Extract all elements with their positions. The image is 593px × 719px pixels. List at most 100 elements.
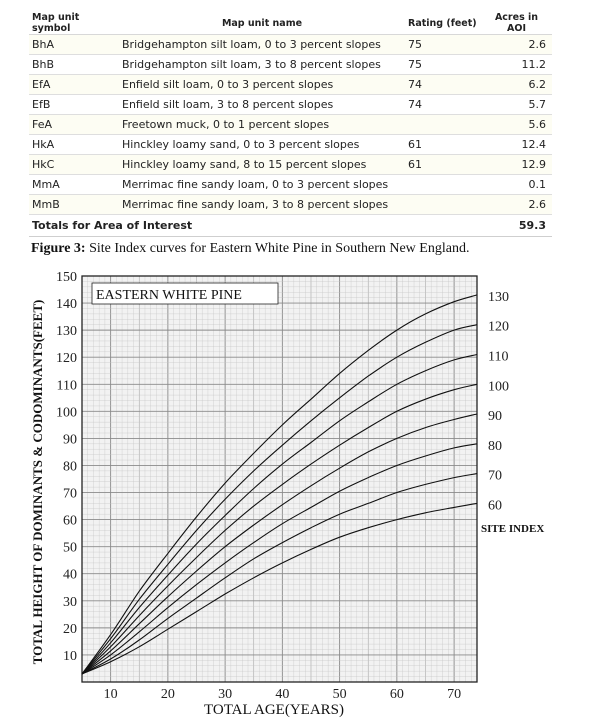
- cell-map-unit-symbol: HkA: [29, 134, 119, 155]
- cell-rating: [405, 194, 481, 215]
- header-map-unit-symbol: Map unit symbol: [29, 12, 119, 35]
- cell-map-unit-name: Merrimac fine sandy loam, 3 to 8 percent…: [119, 194, 405, 215]
- cell-map-unit-name: Freetown muck, 0 to 1 percent slopes: [119, 114, 405, 135]
- figure-caption-text: Site Index curves for Eastern White Pine…: [85, 241, 470, 256]
- cell-map-unit-symbol: FeA: [29, 114, 119, 135]
- figure-caption-label: Figure 3:: [31, 241, 86, 256]
- plot-area: [82, 276, 477, 682]
- cell-rating: 74: [405, 94, 481, 115]
- y-tick-label: 110: [57, 378, 77, 393]
- cell-map-unit-name: Merrimac fine sandy loam, 0 to 3 percent…: [119, 174, 405, 195]
- table-row: MmA Merrimac fine sandy loam, 0 to 3 perc…: [29, 174, 552, 195]
- y-tick-label: 20: [63, 622, 77, 637]
- cell-rating: [405, 114, 481, 135]
- site-index-curve-130: [81, 294, 478, 675]
- y-tick-label: 100: [56, 405, 77, 420]
- site-index-label: 70: [488, 469, 502, 484]
- x-tick-label: 70: [447, 687, 461, 702]
- table-row: MmB Merrimac fine sandy loam, 3 to 8 perc…: [29, 194, 552, 215]
- site-index-label: 80: [488, 439, 502, 454]
- table-row: EfA Enfield silt loam, 0 to 3 percent slo…: [29, 74, 552, 95]
- cell-acres: 6.2: [481, 74, 552, 95]
- site-index-curve-80: [81, 443, 478, 675]
- y-tick-label: 10: [63, 649, 77, 664]
- table-total-row: Totals for Area of Interest 59.3: [29, 214, 552, 237]
- site-index-label: 60: [488, 498, 502, 513]
- cell-map-unit-symbol: BhB: [29, 54, 119, 75]
- cell-map-unit-symbol: MmA: [29, 174, 119, 195]
- cell-map-unit-symbol: HkC: [29, 154, 119, 175]
- cell-acres: 12.9: [481, 154, 552, 175]
- cell-acres: 5.7: [481, 94, 552, 115]
- x-tick-label: 30: [218, 687, 232, 702]
- y-tick-label: 80: [63, 459, 77, 474]
- header-map-unit-name: Map unit name: [119, 12, 405, 35]
- y-tick-label: 50: [63, 541, 77, 556]
- cell-acres: 11.2: [481, 54, 552, 75]
- y-tick-label: 30: [63, 595, 77, 610]
- cell-rating: 61: [405, 134, 481, 155]
- plot-frame: [81, 275, 478, 683]
- table-row: BhA Bridgehampton silt loam, 0 to 3 perce…: [29, 34, 552, 55]
- table-body: BhA Bridgehampton silt loam, 0 to 3 perce…: [29, 34, 552, 215]
- cell-map-unit-symbol: MmB: [29, 194, 119, 215]
- site-index-label: 130: [488, 290, 509, 305]
- y-tick-label: 150: [56, 270, 77, 285]
- site-index-curve-110: [81, 353, 478, 675]
- cell-rating: 61: [405, 154, 481, 175]
- cell-rating: 75: [405, 54, 481, 75]
- table-row: EfB Enfield silt loam, 3 to 8 percent slo…: [29, 94, 552, 115]
- table-row: BhB Bridgehampton silt loam, 3 to 8 perce…: [29, 54, 552, 75]
- site-index-curve-60: [81, 502, 478, 675]
- site-index-curve-100: [81, 383, 478, 675]
- y-tick-label: 120: [56, 351, 77, 366]
- figure-caption: Figure 3: Site Index curves for Eastern …: [31, 241, 469, 257]
- cell-map-unit-name: Bridgehampton silt loam, 0 to 3 percent …: [119, 34, 405, 55]
- header-acres: Acres in AOI: [481, 12, 552, 35]
- cell-map-unit-symbol: EfA: [29, 74, 119, 95]
- y-tick-label: 60: [63, 514, 77, 529]
- y-tick-label: 70: [63, 487, 77, 502]
- table-row: FeA Freetown muck, 0 to 1 percent slopes 5…: [29, 114, 552, 135]
- cell-map-unit-symbol: BhA: [29, 34, 119, 55]
- chart-title-box: [91, 282, 279, 305]
- cell-map-unit-name: Hinckley loamy sand, 8 to 15 percent slo…: [119, 154, 405, 175]
- cell-acres: 5.6: [481, 114, 552, 135]
- soil-map-table: Map unit symbol Map unit name Rating (fe…: [29, 12, 552, 237]
- cell-map-unit-name: Bridgehampton silt loam, 3 to 8 percent …: [119, 54, 405, 75]
- cell-acres: 2.6: [481, 34, 552, 55]
- header-rating: Rating (feet): [405, 12, 481, 35]
- cell-acres: 0.1: [481, 174, 552, 195]
- y-tick-label: 140: [56, 297, 77, 312]
- table-header-row: Map unit symbol Map unit name Rating (fe…: [29, 12, 552, 35]
- site-index-label: 120: [488, 320, 509, 335]
- site-index-chart: 10 20 30 40 50 60 70 80 90 100 110 120 130 140 150 10 20…: [30, 270, 544, 718]
- x-axis-label: TOTAL AGE(YEARS): [204, 702, 344, 718]
- y-tick-label: 130: [56, 324, 77, 339]
- site-index-curve-90: [81, 413, 478, 675]
- cell-rating: [405, 174, 481, 195]
- x-tick-label: 50: [333, 687, 347, 702]
- total-acres: 59.3: [481, 214, 552, 237]
- y-axis-label: TOTAL HEIGHT OF DOMINANTS & CODOMINANTS(…: [30, 300, 45, 665]
- cell-rating: 75: [405, 34, 481, 55]
- x-tick-label: 20: [161, 687, 175, 702]
- cell-rating: 74: [405, 74, 481, 95]
- site-index-label: 110: [488, 349, 508, 364]
- table-row: HkC Hinckley loamy sand, 8 to 15 percent …: [29, 154, 552, 175]
- x-tick-label: 40: [275, 687, 289, 702]
- site-index-curve-70: [81, 473, 478, 675]
- x-tick-label: 60: [390, 687, 404, 702]
- cell-acres: 2.6: [481, 194, 552, 215]
- cell-acres: 12.4: [481, 134, 552, 155]
- site-index-curve-120: [81, 324, 478, 675]
- site-index-label: 90: [488, 409, 502, 424]
- cell-map-unit-symbol: EfB: [29, 94, 119, 115]
- y-tick-label: 90: [63, 432, 77, 447]
- total-label: Totals for Area of Interest: [29, 214, 481, 237]
- cell-map-unit-name: Enfield silt loam, 3 to 8 percent slopes: [119, 94, 405, 115]
- cell-map-unit-name: Hinckley loamy sand, 0 to 3 percent slop…: [119, 134, 405, 155]
- y-tick-label: 40: [63, 568, 77, 583]
- x-tick-label: 10: [104, 687, 118, 702]
- site-index-legend-label: SITE INDEX: [481, 523, 544, 535]
